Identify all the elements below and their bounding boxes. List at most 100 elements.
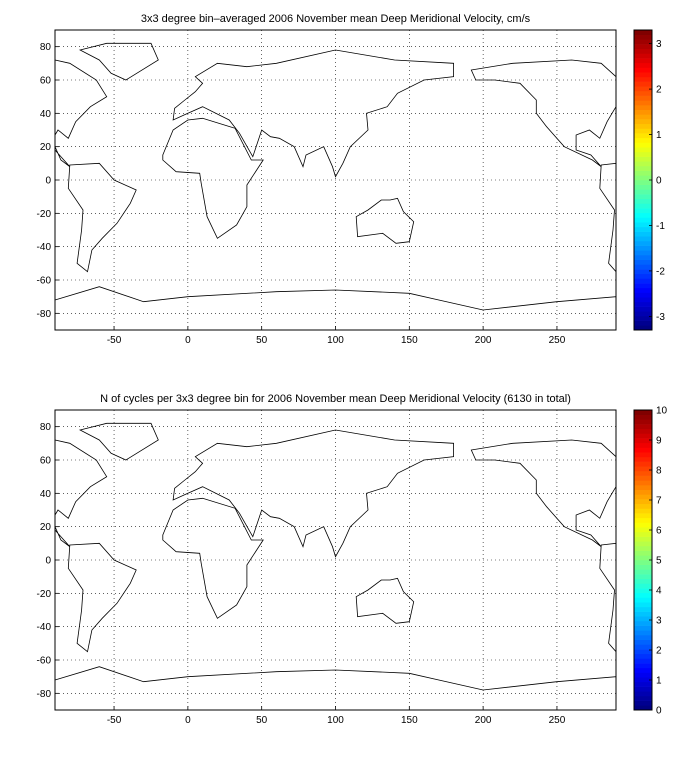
- colorbar-step: [634, 517, 652, 523]
- x-tick-label: 100: [327, 715, 344, 726]
- colorbar-step: [634, 700, 652, 706]
- velocity-map-figure: -50 0 50 100 150 200 250806040200-20-40-60-803…: [37, 29, 665, 346]
- colorbar-step: [634, 109, 652, 115]
- colorbar-tick-label: 7: [656, 496, 662, 507]
- y-tick-label: 80: [40, 42, 52, 53]
- colorbar-step: [634, 123, 652, 129]
- cycles-map-title: N of cycles per 3x3 degree bin for 2006 …: [100, 393, 571, 405]
- colorbar-tick-label: 2: [656, 646, 662, 657]
- colorbar-step: [634, 255, 652, 260]
- colorbar-step: [634, 39, 652, 45]
- colorbar-step: [634, 550, 652, 556]
- coastline: [599, 542, 617, 653]
- x-tick-label: 250: [549, 715, 566, 726]
- x-tick-label: -50: [107, 715, 122, 726]
- colorbar-step: [634, 226, 652, 232]
- coastlines: [54, 42, 617, 331]
- coastline: [78, 42, 159, 81]
- colorbar-step: [634, 667, 652, 673]
- colorbar-tick-label: 0: [656, 706, 662, 717]
- coastline: [599, 162, 617, 273]
- colorbar-tick-label: 10: [656, 406, 668, 417]
- colorbar-step: [634, 658, 652, 664]
- colorbar-step: [634, 461, 652, 467]
- colorbar-step: [634, 133, 652, 139]
- colorbar-step: [634, 564, 652, 570]
- y-tick-label: 0: [45, 176, 51, 187]
- colorbar-step: [634, 494, 652, 500]
- x-tick-label: 50: [256, 335, 268, 346]
- colorbar-step: [634, 217, 652, 223]
- colorbar-step: [634, 48, 652, 54]
- y-tick-label: -20: [37, 589, 52, 600]
- colorbar-step: [634, 466, 652, 472]
- colorbar-step: [634, 175, 652, 181]
- colorbar-step: [634, 297, 652, 303]
- x-tick-label: 150: [401, 335, 418, 346]
- colorbar-step: [634, 198, 652, 204]
- x-tick-label: 50: [256, 715, 268, 726]
- colorbar-step: [634, 485, 652, 490]
- colorbar-step: [634, 53, 652, 59]
- colorbar-step: [634, 90, 652, 96]
- colorbar-step: [634, 602, 652, 608]
- cycles-map-figure: -50 0 50 100 150 200 250806040200-20-40-60-801…: [37, 406, 668, 727]
- colorbar-step: [634, 222, 652, 228]
- colorbar-step: [634, 151, 652, 157]
- coastline: [162, 497, 264, 619]
- x-tick-label: -50: [107, 335, 122, 346]
- colorbar-step: [634, 639, 652, 645]
- colorbar-step: [634, 184, 652, 190]
- colorbar-tick-label: -1: [656, 221, 665, 232]
- colorbar-step: [634, 545, 652, 551]
- colorbar-step: [634, 264, 652, 270]
- colorbar-step: [634, 438, 652, 444]
- colorbar-step: [634, 508, 652, 514]
- colorbar-step: [634, 503, 652, 509]
- velocity-map-title: 3x3 degree bin–averaged 2006 November me…: [140, 13, 531, 25]
- colorbar-step: [634, 315, 652, 321]
- colorbar-step: [634, 649, 652, 655]
- y-tick-label: -60: [37, 276, 52, 287]
- colorbar-step: [634, 442, 652, 448]
- colorbar-step: [634, 522, 652, 528]
- colorbar-step: [634, 240, 652, 246]
- colorbar-step: [634, 677, 652, 683]
- colorbar-step: [634, 578, 652, 584]
- grid-lines: [55, 30, 616, 330]
- colorbar-step: [634, 95, 652, 101]
- colorbar-step: [634, 527, 652, 533]
- colorbar-step: [634, 76, 652, 82]
- x-tick-label: 0: [185, 335, 191, 346]
- colorbar-tick-label: 1: [656, 130, 662, 141]
- colorbar-tick-label: 0: [656, 176, 662, 187]
- colorbar-step: [634, 480, 652, 486]
- colorbar-step: [634, 287, 652, 293]
- colorbar-step: [634, 456, 652, 462]
- colorbar-step: [634, 635, 652, 640]
- colorbar-step: [634, 644, 652, 650]
- y-tick-label: 20: [40, 142, 52, 153]
- colorbar-step: [634, 161, 652, 167]
- colorbar-step: [634, 606, 652, 612]
- colorbar-step: [634, 306, 652, 312]
- colorbar-step: [634, 475, 652, 481]
- colorbar-step: [634, 273, 652, 279]
- colorbar: 3 2 1 0 -1 -2 -3: [633, 29, 665, 331]
- cycles-map-panel: N of cycles per 3x3 degree bin for 2006 …: [0, 380, 696, 760]
- velocity-map-panel: 3x3 degree bin–averaged 2006 November me…: [37, 13, 666, 346]
- colorbar-step: [634, 513, 652, 519]
- colorbar-step: [634, 203, 652, 209]
- colorbar-tick-label: -3: [656, 312, 665, 323]
- y-tick-label: -80: [37, 309, 52, 320]
- colorbar-step: [634, 278, 652, 284]
- colorbar-tick-label: 2: [656, 85, 662, 96]
- colorbar-step: [634, 30, 652, 35]
- colorbar-step: [634, 691, 652, 697]
- colorbar-step: [634, 245, 652, 251]
- colorbar-step: [634, 86, 652, 92]
- colorbar-tick-label: 1: [656, 676, 662, 687]
- y-tick-label: 20: [40, 522, 52, 533]
- coastline: [162, 117, 264, 239]
